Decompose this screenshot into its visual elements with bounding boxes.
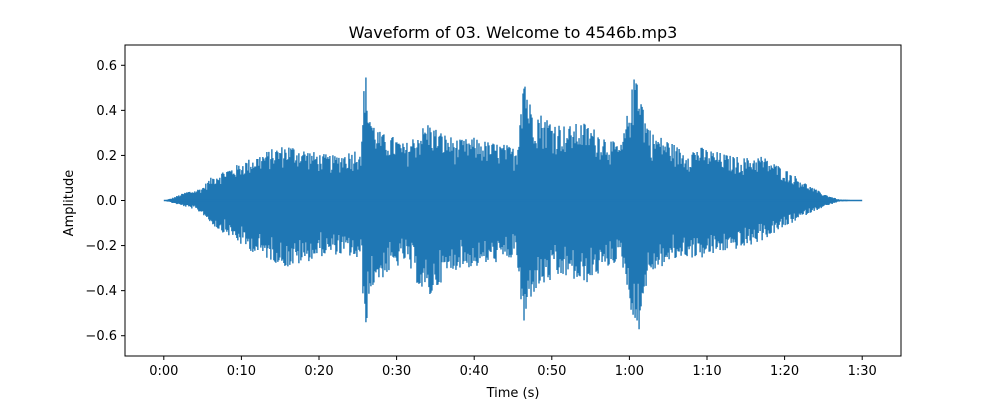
x-tick-label: 0:50 xyxy=(537,364,566,379)
x-tick-label: 1:10 xyxy=(692,364,721,379)
y-tick-label: 0.0 xyxy=(96,194,117,209)
y-axis-label: Amplitude xyxy=(62,170,77,237)
y-tick-label: 0.4 xyxy=(96,104,117,119)
x-tick-label: 0:10 xyxy=(227,364,256,379)
x-axis-label: Time (s) xyxy=(486,386,540,400)
chart-title: Waveform of 03. Welcome to 4546b.mp3 xyxy=(349,23,678,42)
x-tick-label: 1:30 xyxy=(848,364,877,379)
x-tick-label: 0:20 xyxy=(304,364,333,379)
x-tick-label: 0:40 xyxy=(460,364,489,379)
y-tick-label: 0.6 xyxy=(96,59,117,74)
y-axis: −0.6 −0.4 −0.2 0.0 0.2 0.4 0.6 xyxy=(85,59,125,344)
x-tick-label: 1:00 xyxy=(615,364,644,379)
plot-area xyxy=(163,77,863,330)
x-axis: 0:00 0:10 0:20 0:30 0:40 0:50 1:00 1:10 1:20 1:30 xyxy=(149,356,877,379)
x-tick-label: 0:30 xyxy=(382,364,411,379)
y-tick-label: −0.2 xyxy=(85,239,117,254)
y-tick-label: −0.6 xyxy=(85,329,117,344)
x-tick-label: 1:20 xyxy=(770,364,799,379)
x-tick-label: 0:00 xyxy=(149,364,178,379)
y-tick-label: −0.4 xyxy=(85,284,117,299)
y-tick-label: 0.2 xyxy=(96,149,117,164)
waveform-series-0 xyxy=(164,77,862,330)
